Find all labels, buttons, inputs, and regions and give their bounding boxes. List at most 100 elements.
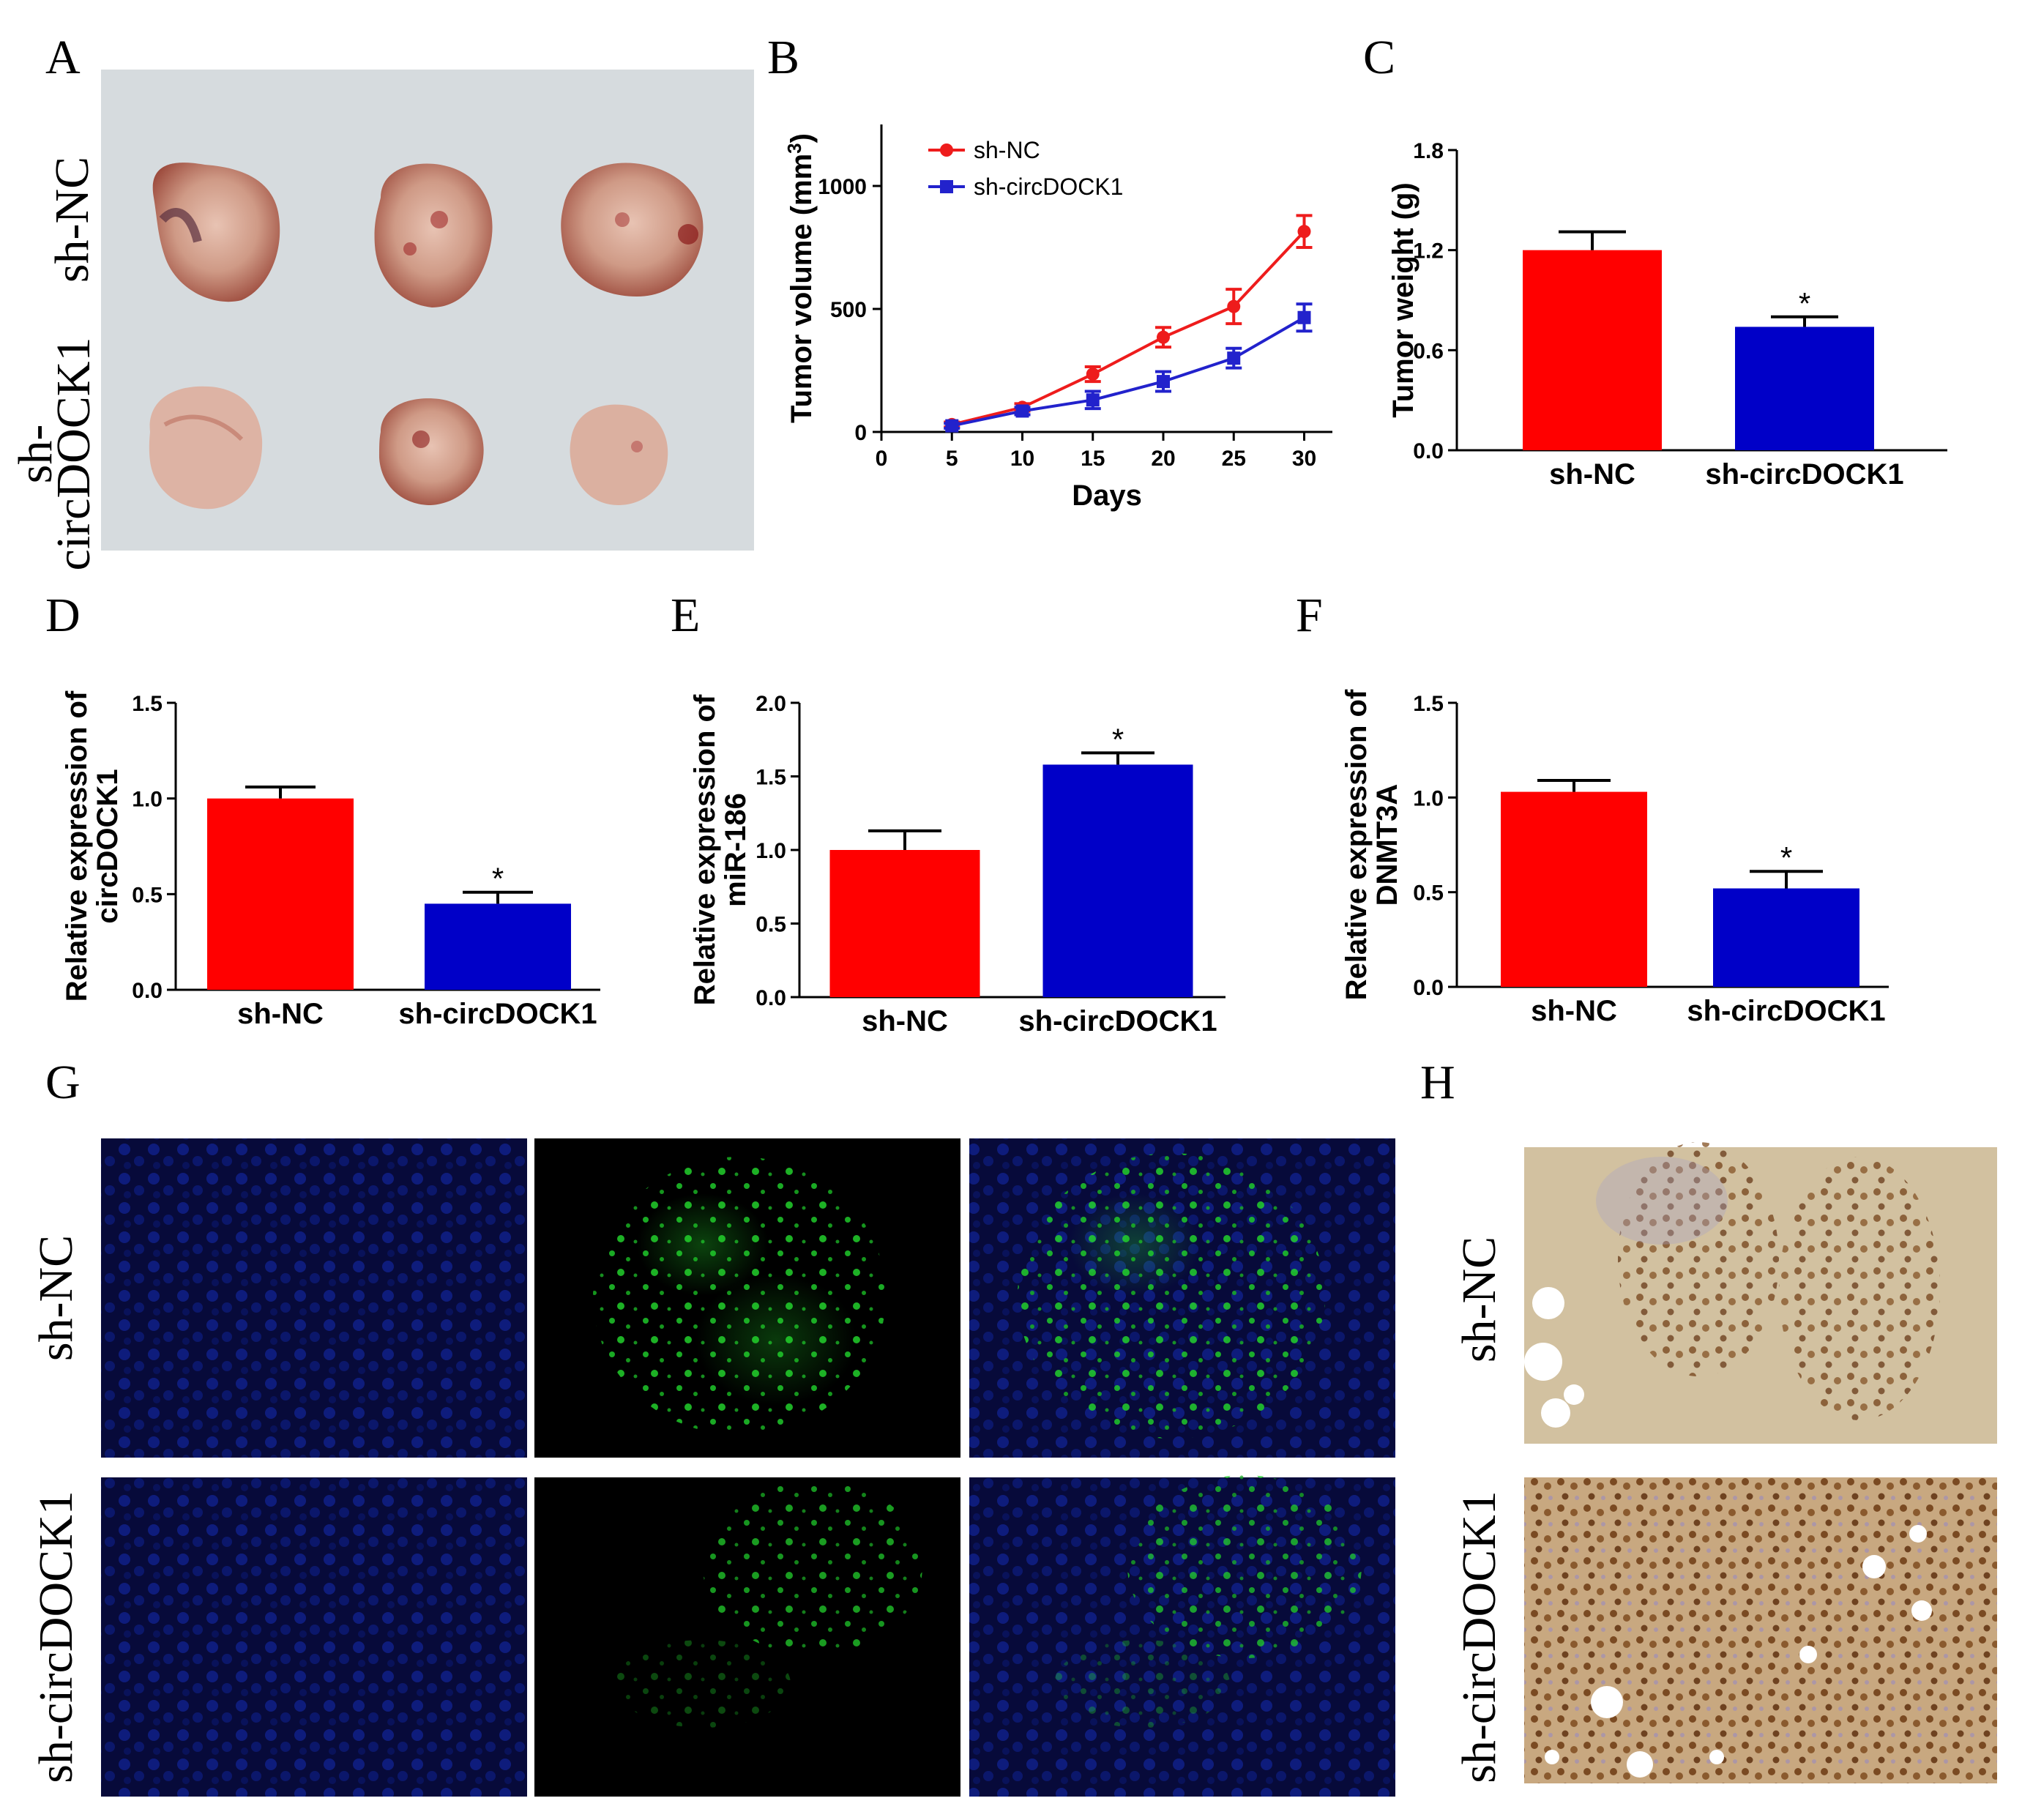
panel-label-e: E — [671, 589, 700, 642]
panel-label-c: C — [1363, 31, 1395, 84]
g-circ-green-signal — [615, 1479, 922, 1728]
b-legend-marker — [940, 143, 953, 157]
e-y-tick-label: 0.0 — [756, 986, 786, 1010]
h-circ-image — [1524, 1477, 1997, 1783]
b-legend-label: sh-NC — [974, 137, 1040, 163]
chart-e-mir186-expression: 0.0 0.5 1.0 1.5 2.0 sh-NC * sh-circDOCK1 Relativ… — [689, 692, 1225, 1037]
g-circ-merge-signal — [1054, 1475, 1362, 1728]
b-y-tick-label: 500 — [830, 298, 867, 322]
e-significance-star: * — [1112, 722, 1124, 756]
panel-label-b: B — [767, 31, 799, 84]
panel-label-d: D — [45, 589, 81, 642]
d-category-label: sh-circDOCK1 — [398, 998, 597, 1030]
tumor-circ-1 — [149, 386, 263, 510]
e-y-tick-label: 1.5 — [756, 766, 786, 790]
b-x-tick-label: 20 — [1151, 447, 1175, 471]
f-y-tick-label: 1.5 — [1413, 692, 1444, 716]
f-y-tick-label: 1.0 — [1413, 786, 1444, 810]
b-point — [1157, 330, 1170, 344]
c-y-axis-title: Tumor weight (g) — [1387, 182, 1419, 417]
b-x-tick-label: 10 — [1010, 447, 1034, 471]
d-y-axis-title-2: circDOCK1 — [92, 769, 124, 923]
c-y-tick-label: 1.8 — [1413, 139, 1444, 163]
f-significance-star: * — [1780, 840, 1792, 875]
chart-b-tumor-volume: 0 500 1000 0 5 10 15 20 25 30 Days Tumor volume (mm… — [783, 124, 1332, 512]
b-point — [1227, 299, 1241, 313]
h-label-sh-circdock1: sh-circDOCK1 — [1452, 1491, 1506, 1783]
e-y-tick-label: 2.0 — [756, 692, 786, 716]
g-label-sh-nc: sh-NC — [29, 1235, 83, 1361]
b-x-axis-title: Days — [1072, 480, 1142, 512]
e-y-axis-title: Relative expression of — [689, 694, 721, 1005]
tumor-nc-2 — [374, 163, 493, 307]
c-significance-star: * — [1799, 286, 1810, 321]
f-y-axis-title-2: DNMT3A — [1371, 784, 1403, 906]
f-category-label: sh-circDOCK1 — [1687, 995, 1885, 1027]
c-bar-1 — [1735, 327, 1874, 450]
g-nc-dapi — [101, 1138, 527, 1458]
panel-label-h: H — [1420, 1056, 1455, 1109]
panel-label-g: G — [45, 1056, 81, 1109]
b-series-line-0 — [951, 230, 1305, 426]
g-nc-merge-signal — [1018, 1153, 1325, 1439]
e-y-tick-label: 1.0 — [756, 839, 786, 863]
chart-f-dnmt3a-expression: 0.0 0.5 1.0 1.5 sh-NC * sh-circDOCK1 Relative e… — [1340, 689, 1889, 1027]
f-y-axis-title: Relative expression of — [1340, 689, 1373, 1000]
b-point — [1297, 225, 1311, 239]
c-y-tick-label: 0.0 — [1413, 439, 1444, 463]
panel-a-photo — [101, 70, 754, 551]
tumor-circ-2 — [379, 398, 484, 505]
a-label-sh-prefix: sh- — [9, 425, 62, 484]
b-y-tick-label: 0 — [854, 421, 867, 445]
d-bar-0 — [207, 798, 354, 990]
b-legend-marker — [940, 180, 953, 193]
b-y-tick-label: 1000 — [818, 175, 867, 199]
c-bar-0 — [1523, 250, 1662, 450]
e-bar-1 — [1042, 764, 1193, 997]
d-y-tick-label: 1.5 — [132, 692, 163, 716]
b-point — [1227, 351, 1241, 365]
chart-c-tumor-weight: 0.0 0.6 1.2 1.8 sh-NC * sh-circDOCK1 Tumor weig… — [1387, 139, 1947, 491]
panel-label-a: A — [45, 31, 81, 84]
b-point — [1297, 310, 1311, 324]
b-point — [1015, 404, 1029, 418]
b-x-tick-label: 0 — [876, 447, 888, 471]
e-y-axis-title-2: miR-186 — [720, 793, 752, 907]
f-bar-1 — [1713, 888, 1859, 987]
d-y-axis-title: Relative expression of — [61, 690, 93, 1002]
f-y-tick-label: 0.5 — [1413, 881, 1444, 906]
d-category-label: sh-NC — [237, 998, 324, 1030]
d-significance-star: * — [492, 862, 504, 896]
e-category-label: sh-NC — [862, 1005, 948, 1037]
g-label-sh-circdock1: sh-circDOCK1 — [29, 1491, 83, 1783]
tumor-nc-1 — [152, 163, 280, 302]
tumor-circ-3 — [570, 404, 668, 505]
c-y-tick-label: 1.2 — [1413, 239, 1444, 264]
b-x-tick-label: 30 — [1292, 447, 1316, 471]
b-point — [945, 419, 959, 433]
b-point — [1157, 375, 1170, 389]
f-y-tick-label: 0.0 — [1413, 976, 1444, 1000]
chart-d-circdock1-expression: 0.0 0.5 1.0 1.5 sh-NC * sh-circDOCK1 Relative e… — [61, 690, 600, 1030]
b-point — [1086, 368, 1100, 381]
f-category-label: sh-NC — [1531, 995, 1617, 1027]
c-category-label: sh-NC — [1549, 458, 1635, 491]
b-legend-label: sh-circDOCK1 — [974, 174, 1123, 200]
b-x-tick-label: 5 — [946, 447, 958, 471]
b-y-axis-title: Tumor volume (mm3) — [783, 133, 818, 423]
e-category-label: sh-circDOCK1 — [1018, 1005, 1217, 1037]
c-category-label: sh-circDOCK1 — [1705, 458, 1903, 491]
g-nc-green-signal — [593, 1157, 886, 1435]
f-bar-0 — [1501, 791, 1647, 987]
a-label-circdock1: circDOCK1 — [47, 337, 100, 571]
b-x-tick-label: 15 — [1081, 447, 1105, 471]
e-y-tick-label: 0.5 — [756, 913, 786, 937]
panel-g-fluorescence — [101, 1138, 1395, 1797]
panel-label-f: F — [1296, 589, 1323, 642]
d-y-tick-label: 1.0 — [132, 788, 163, 812]
b-series-line-1 — [951, 316, 1305, 428]
b-point — [1086, 393, 1100, 407]
e-bar-0 — [829, 850, 980, 997]
panel-h-ihc — [1524, 1142, 1997, 1783]
b-x-tick-label: 25 — [1222, 447, 1246, 471]
